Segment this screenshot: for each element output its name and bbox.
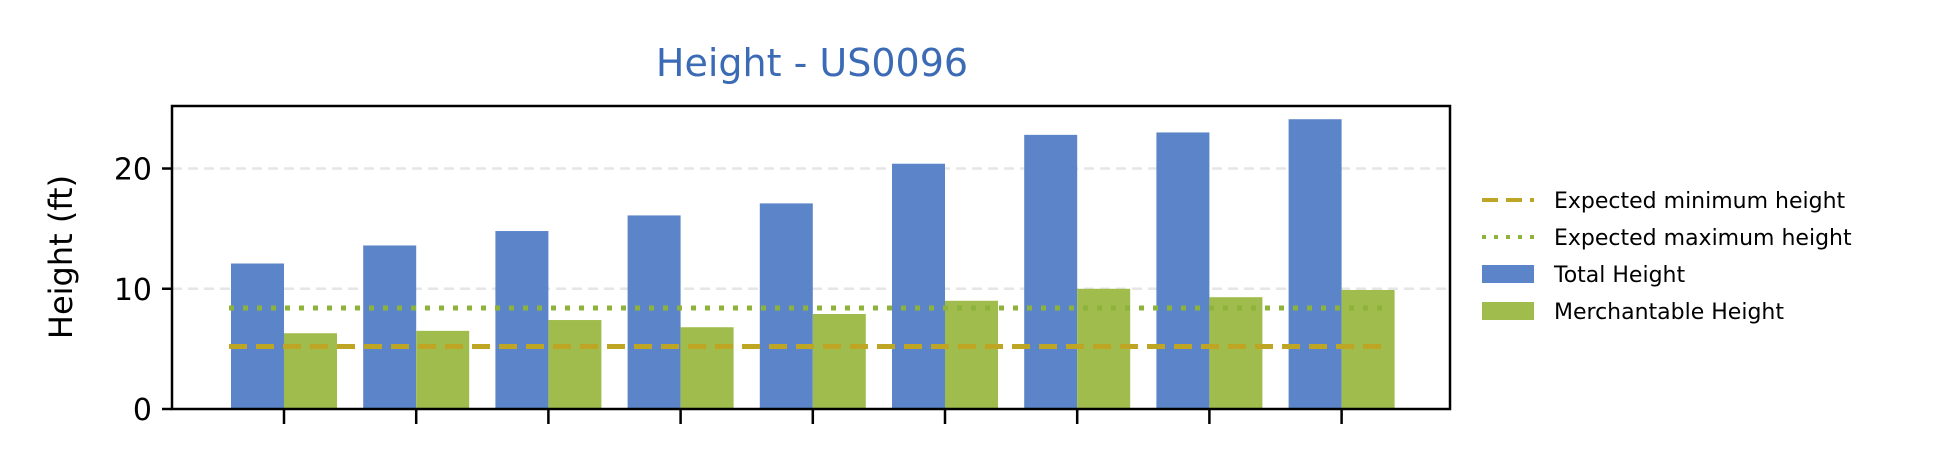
legend: Expected minimum height Expected maximum … [1482, 189, 1852, 325]
merchantable-height-bar-8 [1209, 297, 1263, 409]
total-height-bar-3 [495, 231, 549, 409]
total-height-bar-4 [627, 215, 681, 409]
legend-expected-minimum-label: Expected minimum height [1554, 189, 1846, 214]
merchantable-height-bar-5 [812, 314, 866, 409]
legend-merchantable-height-label: Merchantable Height [1554, 300, 1784, 325]
plot-frame [170, 104, 1452, 411]
total-height-bar-6 [892, 163, 945, 409]
legend-total-height-swatch [1482, 265, 1534, 283]
y-tick-label-10: 10 [114, 273, 152, 308]
plot-area: 0 10 20 [114, 104, 1452, 428]
y-tick-label-20: 20 [114, 153, 152, 188]
y-axis-label: Height (ft) [42, 175, 80, 339]
merchantable-height-bar-4 [680, 327, 734, 409]
legend-expected-maximum-label: Expected maximum height [1554, 226, 1852, 251]
merchantable-height-bar-2 [416, 330, 470, 409]
merchantable-height-bar-6 [945, 300, 998, 409]
total-height-bar-1 [231, 263, 284, 409]
legend-total-height-label: Total Height [1553, 263, 1685, 288]
merchantable-height-bar-3 [548, 320, 602, 409]
total-height-bar-9 [1288, 119, 1342, 409]
y-tick-label-0: 0 [133, 393, 152, 428]
legend-merchantable-height-swatch [1482, 302, 1534, 320]
total-height-bar-2 [363, 245, 417, 409]
chart-title: Height - US0096 [656, 41, 968, 85]
total-height-bar-7 [1024, 134, 1078, 409]
total-height-bar-8 [1156, 132, 1210, 409]
